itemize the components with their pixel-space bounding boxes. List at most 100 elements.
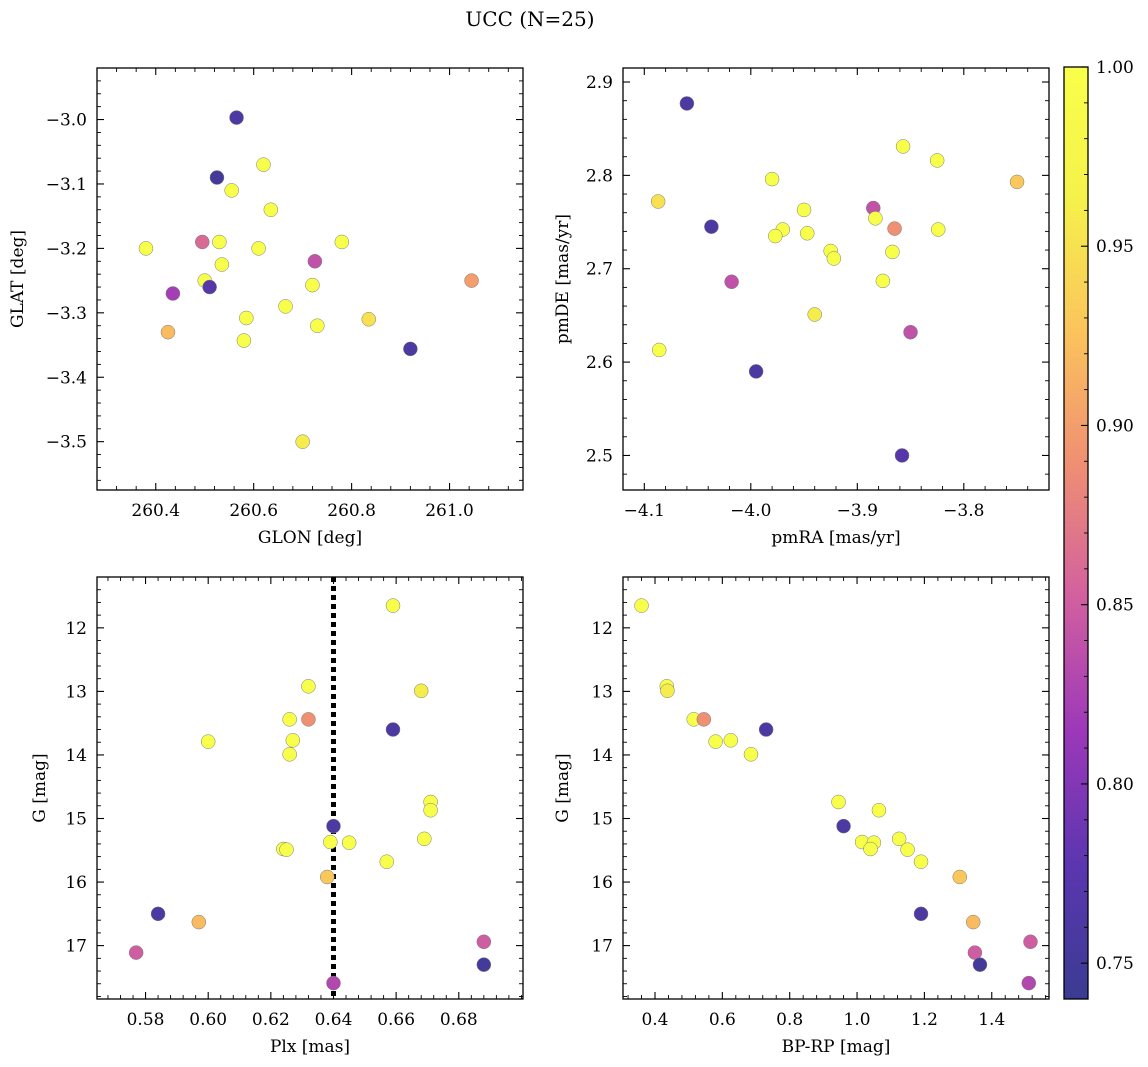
data-point [417, 831, 432, 847]
panel-2: −4.1 −4.0 −3.9 −3.8 2.5 2.6 2.7 2.8 2.9 pmRA [mas… [553, 67, 1050, 548]
colorbar: 0.75 0.80 0.85 0.90 0.95 1.00 [1063, 58, 1134, 1000]
colorbar-tick-label: 0.90 [1096, 416, 1134, 436]
x-tick-label: 260.6 [229, 501, 278, 521]
data-point [887, 221, 902, 236]
data-point [128, 945, 144, 960]
data-point [285, 733, 301, 748]
data-point [724, 274, 739, 290]
data-point [301, 712, 316, 727]
data-point [279, 842, 294, 857]
data-point [282, 712, 297, 727]
y-axis-label: GLAT [deg] [8, 230, 28, 328]
y-tick-label: 15 [591, 810, 613, 830]
data-point [379, 854, 394, 869]
y-tick-label: −3.2 [46, 239, 87, 259]
data-point [403, 341, 418, 357]
data-point [929, 153, 945, 168]
data-point [875, 273, 891, 289]
data-point [476, 957, 492, 972]
x-tick-label: 0.68 [440, 1010, 478, 1030]
data-point [831, 794, 846, 810]
x-tick-label: −4.0 [730, 501, 771, 521]
data-point [307, 254, 323, 269]
axes-frame [622, 67, 1050, 491]
data-point [256, 157, 271, 172]
data-point [891, 831, 907, 847]
data-point [696, 712, 712, 727]
y-tick-label: −3.4 [46, 368, 87, 388]
data-point [799, 226, 815, 241]
colorbar-tick-label: 1.00 [1096, 58, 1134, 78]
data-point [361, 312, 377, 327]
data-point [871, 802, 887, 818]
data-point [214, 257, 230, 272]
data-point [863, 841, 878, 857]
y-tick-label: 16 [65, 873, 87, 893]
data-point [310, 318, 325, 333]
data-point [236, 333, 252, 348]
data-point [301, 679, 316, 694]
data-point [165, 286, 181, 301]
data-point [229, 110, 244, 125]
data-point [913, 906, 929, 922]
data-point [251, 241, 266, 256]
data-point [972, 957, 988, 972]
x-tick-label: 0.60 [189, 1010, 227, 1030]
y-tick-label: 2.8 [586, 166, 613, 186]
data-point [743, 747, 759, 762]
y-axis-label: pmDE [mas/yr] [553, 214, 573, 344]
data-point [1009, 174, 1025, 190]
x-tick-label: 1.2 [911, 1010, 938, 1030]
data-point [209, 170, 225, 185]
data-point [195, 234, 210, 250]
data-point [930, 222, 946, 237]
y-axis-label: G [mag] [30, 753, 50, 822]
data-point [334, 234, 350, 250]
data-point [423, 802, 438, 818]
data-point [319, 869, 335, 885]
data-point [464, 273, 479, 288]
x-tick-label: −3.9 [837, 501, 878, 521]
panel-1: 260.4 260.6 260.8 261.0 −3.5 −3.4 −3.3 −3.2 −3.1… [8, 67, 524, 548]
y-tick-label: −3.3 [46, 304, 87, 324]
x-tick-label: 260.4 [131, 501, 180, 521]
data-point [476, 934, 492, 950]
x-tick-label: 0.6 [709, 1010, 736, 1030]
scatter-panels: 260.4 260.6 260.8 261.0 −3.5 −3.4 −3.3 −3.2 −3.1… [8, 67, 1050, 1057]
y-tick-label: 2.7 [586, 260, 613, 280]
data-point [385, 722, 401, 737]
panel-3: 0.58 0.60 0.62 0.64 0.66 0.68 12 13 14 15 16 17 Plx … [30, 576, 524, 1057]
data-point [385, 598, 401, 613]
x-tick-label: 0.66 [377, 1010, 415, 1030]
x-tick-label: 1.0 [844, 1010, 871, 1030]
data-point [868, 211, 883, 226]
y-tick-label: 2.9 [586, 73, 613, 93]
y-tick-label: 17 [591, 937, 613, 957]
data-point [212, 234, 227, 250]
data-point [895, 139, 911, 154]
data-point [200, 734, 216, 749]
data-point [885, 244, 900, 260]
y-tick-label: 17 [65, 937, 87, 957]
y-tick-label: 14 [591, 746, 613, 766]
data-point [836, 818, 851, 834]
data-point [413, 683, 429, 699]
axes-frame [622, 576, 1050, 1000]
data-point [278, 299, 293, 314]
x-tick-label: 0.62 [252, 1010, 290, 1030]
x-tick-label: 0.64 [315, 1010, 353, 1030]
axes-frame [96, 576, 524, 1000]
x-tick-label: 0.58 [127, 1010, 165, 1030]
y-tick-label: 16 [591, 873, 613, 893]
data-point [748, 364, 764, 379]
data-point [1021, 975, 1037, 991]
data-point [326, 975, 341, 991]
y-tick-label: 13 [65, 682, 87, 702]
x-tick-label: −4.1 [624, 501, 665, 521]
panel-4: 0.4 0.6 0.8 1.0 1.2 1.4 12 13 14 15 16 17 BP-RP [mag… [553, 576, 1050, 1057]
data-point [807, 307, 822, 322]
data-point [282, 747, 297, 762]
data-point [634, 598, 649, 613]
figure-title: UCC (N=25) [465, 7, 594, 31]
